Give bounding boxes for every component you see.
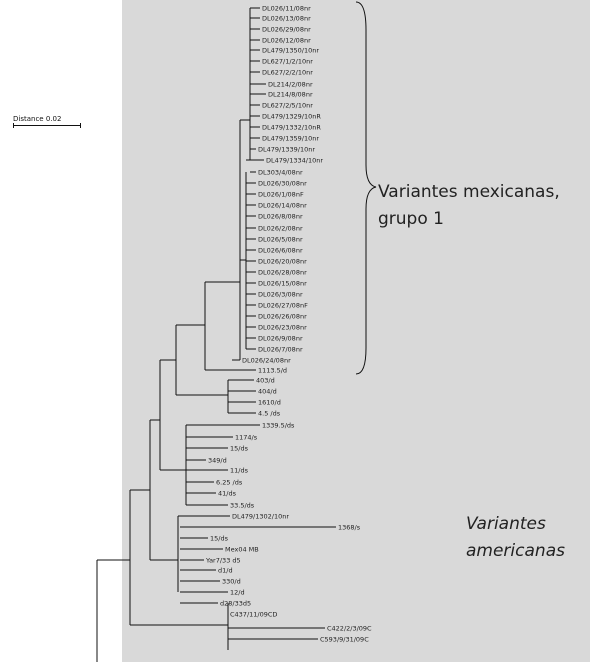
leaf-label: DL026/23/08nr: [258, 324, 307, 332]
scale-bar: [13, 123, 81, 128]
mexican-group-label-line2: grupo 1: [378, 209, 444, 229]
leaf-label: 404/d: [258, 388, 277, 396]
american-group-label: Variantes americanas: [466, 511, 565, 565]
leaf-label: 33.5/ds: [230, 502, 255, 510]
leaf-label: DL026/20/08nr: [258, 258, 307, 266]
leaf-label: d28/33d5: [220, 600, 251, 608]
leaf-label: DL627/2/2/10nr: [262, 69, 313, 77]
leaf-label: 4.5 /ds: [258, 410, 281, 418]
leaf-label: DL026/9/08nr: [258, 335, 303, 343]
leaf-label: DL026/5/08nr: [258, 236, 303, 244]
leaf-label: DL026/14/08nr: [258, 202, 307, 210]
leaf-label: 15/ds: [210, 535, 229, 543]
leaf-label: DL026/11/08nr: [262, 5, 311, 13]
leaf-label: 6.25 /ds: [216, 479, 243, 487]
leaf-label: DL026/27/08nF: [258, 302, 308, 310]
leaf-label: DL627/1/2/10nr: [262, 58, 313, 66]
leaf-label: DL479/1329/10nR: [262, 113, 321, 121]
tree-branches: [96, 7, 336, 662]
leaf-label: DL026/24/08nr: [242, 357, 291, 365]
leaf-label: Mex04 MB: [225, 546, 259, 554]
mexican-group-brace: [355, 1, 377, 375]
leaf-label: 1610/d: [258, 399, 281, 407]
leaf-label: DL026/30/08nr: [258, 180, 307, 188]
leaf-label: DL026/2/08nr: [258, 225, 303, 233]
leaf-label: DL303/4/08nr: [258, 169, 303, 177]
leaf-label: DL026/13/08nr: [262, 15, 311, 23]
leaf-label: DL026/15/08nr: [258, 280, 307, 288]
leaf-label: DL479/1359/10nr: [262, 135, 319, 143]
leaf-label: DL479/1350/10nr: [262, 47, 319, 55]
leaf-label: DL214/8/08nr: [268, 91, 313, 99]
tree-background-panel: [122, 0, 590, 662]
scale-label: Distance 0.02: [13, 115, 62, 123]
leaf-label: C437/11/09CD: [230, 611, 277, 619]
leaf-label: 349/d: [208, 457, 227, 465]
leaf-label: d1/d: [218, 567, 233, 575]
leaf-label: DL026/7/08nr: [258, 346, 303, 354]
leaf-label: DL026/3/08nr: [258, 291, 303, 299]
leaf-label: 1368/s: [338, 524, 361, 532]
leaf-label: DL026/28/08nr: [258, 269, 307, 277]
leaf-label: 11/ds: [230, 467, 249, 475]
leaf-label: DL026/1/08nF: [258, 191, 304, 199]
leaf-label: 1339.5/ds: [262, 422, 295, 430]
leaf-labels: DL026/11/08nr DL026/13/08nr DL026/29/08nr D…: [205, 5, 372, 644]
leaf-label: DL479/1332/10nR: [262, 124, 321, 132]
leaf-label: DL026/8/08nr: [258, 213, 303, 221]
leaf-label: 12/d: [230, 589, 245, 597]
mexican-group-label-line1: Variantes mexicanas,: [378, 182, 560, 202]
leaf-label: DL479/1339/10nr: [258, 146, 315, 154]
american-group-label-line1: Variantes: [466, 514, 546, 534]
leaf-label: C593/9/31/09C: [320, 636, 369, 644]
leaf-label: 1174/s: [235, 434, 258, 442]
leaf-label: DL627/2/5/10nr: [262, 102, 313, 110]
leaf-label: DL026/6/08nr: [258, 247, 303, 255]
leaf-label: Yar7/33 d5: [205, 557, 241, 565]
leaf-label: 15/ds: [230, 445, 249, 453]
leaf-label: DL026/26/08nr: [258, 313, 307, 321]
leaf-label: 1113.5/d: [258, 367, 287, 375]
american-group-label-line2: americanas: [466, 541, 565, 561]
leaf-label: 41/ds: [218, 490, 237, 498]
leaf-label: DL026/29/08nr: [262, 26, 311, 34]
leaf-label: DL214/2/08nr: [268, 81, 313, 89]
leaf-label: DL479/1302/10nr: [232, 513, 289, 521]
leaf-label: DL479/1334/10nr: [266, 157, 323, 165]
mexican-group-label: Variantes mexicanas, grupo 1: [378, 179, 560, 233]
leaf-label: DL026/12/08nr: [262, 37, 311, 45]
leaf-label: C422/2/3/09C: [327, 625, 372, 633]
leaf-label: 330/d: [222, 578, 241, 586]
leaf-label: 403/d: [256, 377, 275, 385]
